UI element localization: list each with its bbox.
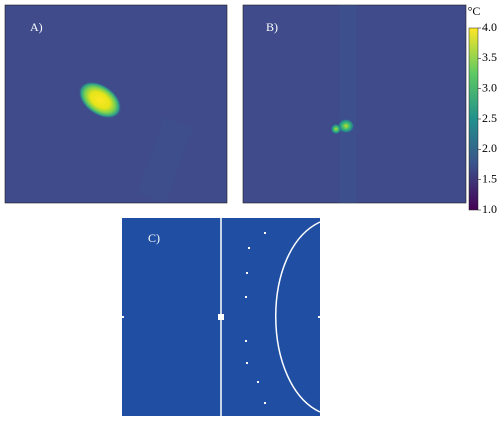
colorbar-gradient [468, 27, 479, 211]
colorbar-tick-label: 2.5 [482, 111, 497, 125]
arc [275, 221, 321, 413]
colorbar-tick-label: 3.0 [482, 80, 497, 94]
dots [121, 232, 321, 404]
panel-b-hotspot [338, 119, 354, 133]
panel-b-hotspot [331, 124, 341, 134]
panel-a-shade [137, 117, 193, 203]
colorbar-tick-label: 2.0 [482, 141, 497, 155]
center-marker [218, 314, 224, 320]
colorbar-tick-label: 1.0 [482, 202, 497, 216]
panel-label: C) [148, 231, 160, 245]
colorbar-unit: °C [468, 4, 481, 18]
panel-b-image [242, 4, 467, 204]
panel-b-shade [340, 5, 356, 203]
colorbar-tick-label: 4.0 [482, 20, 497, 34]
colorbar: °C 1.0 1.5 2.0 2.5 3.0 3.5 4.0 [468, 4, 497, 216]
colorbar-tick-label: 3.5 [482, 50, 497, 64]
panel-label: B) [266, 20, 278, 34]
panel-label: A) [30, 20, 43, 34]
colorbar-tick-label: 1.5 [482, 171, 497, 185]
panel-a-hotspot [78, 81, 122, 119]
